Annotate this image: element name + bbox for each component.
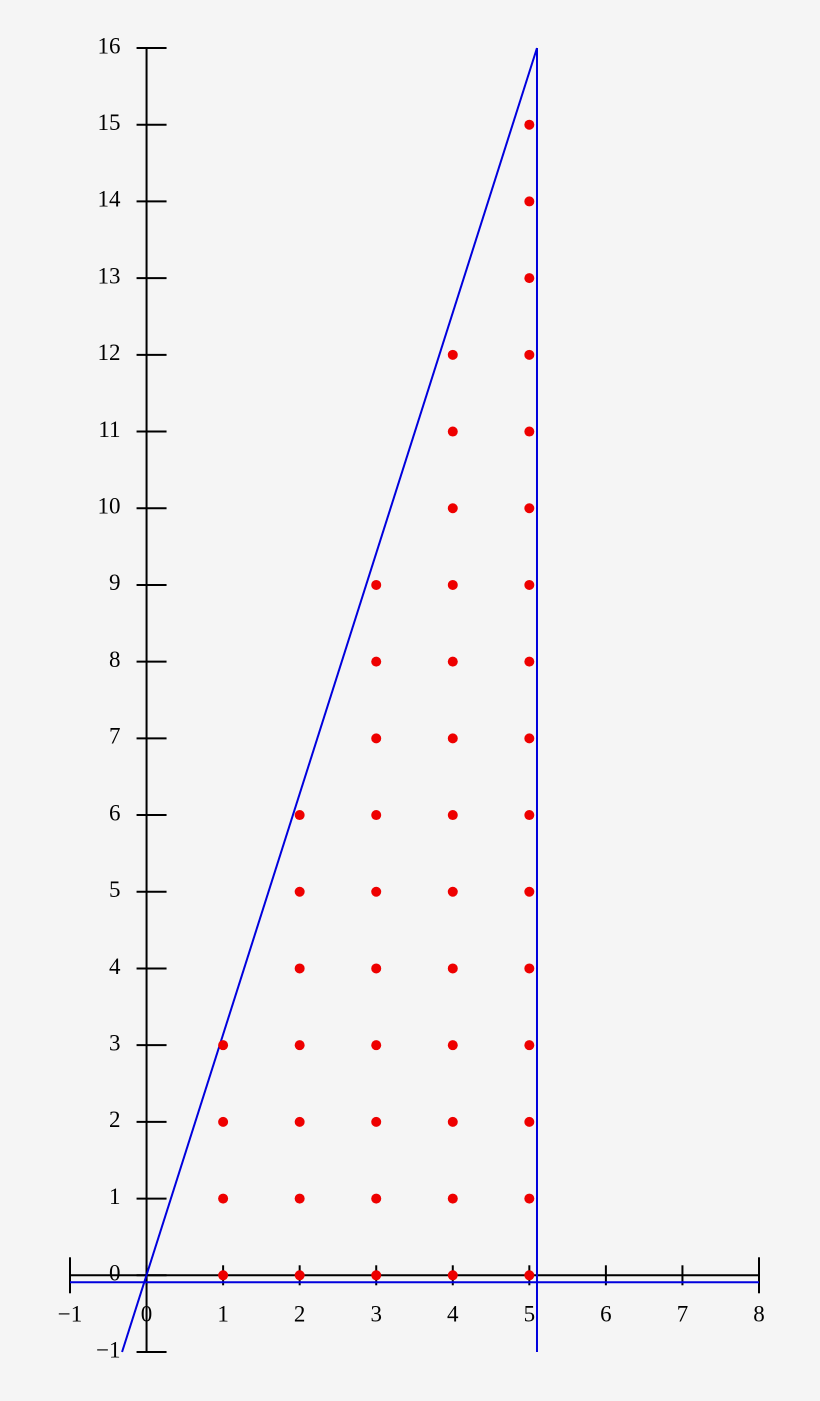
lattice-point — [294, 1193, 305, 1204]
y-tick-label: 1 — [109, 1184, 121, 1209]
lattice-point — [447, 349, 458, 360]
lattice-point — [524, 1040, 535, 1051]
lattice-point — [371, 733, 382, 744]
lattice-point — [524, 119, 535, 130]
y-tick-label: 13 — [98, 263, 121, 288]
x-tick-label: 6 — [600, 1302, 612, 1327]
lattice-point — [218, 1116, 229, 1127]
lattice-point — [524, 579, 535, 590]
y-tick-label: 6 — [109, 800, 121, 825]
lattice-point — [294, 1270, 305, 1281]
x-tick-label: 5 — [524, 1302, 536, 1327]
lattice-point — [447, 426, 458, 437]
lattice-point — [371, 886, 382, 897]
lattice-point — [294, 886, 305, 897]
lattice-point — [294, 1116, 305, 1127]
lattice-point — [524, 810, 535, 821]
x-tick-label: 2 — [294, 1302, 306, 1327]
lattice-point — [447, 1193, 458, 1204]
lattice-point — [371, 1270, 382, 1281]
lattice-point — [294, 963, 305, 974]
y-tick-label: 15 — [98, 110, 121, 135]
lattice-point — [294, 1040, 305, 1051]
lattice-point — [447, 1116, 458, 1127]
y-tick-label: 12 — [98, 340, 121, 365]
x-tick-label: 0 — [141, 1302, 153, 1327]
y-tick-label: 16 — [98, 33, 121, 58]
lattice-point — [524, 426, 535, 437]
lattice-point — [447, 503, 458, 514]
lattice-point — [371, 963, 382, 974]
lattice-point — [524, 733, 535, 744]
y-tick-label: 2 — [109, 1107, 121, 1132]
x-tick-label: 7 — [677, 1302, 689, 1327]
lattice-point — [447, 1040, 458, 1051]
y-tick-label: 5 — [109, 877, 121, 902]
y-tick-label: 7 — [109, 724, 121, 749]
y-tick-label: 14 — [98, 187, 122, 212]
x-tick-label: 3 — [370, 1302, 382, 1327]
y-tick-label: 0 — [109, 1261, 121, 1286]
lattice-point — [524, 273, 535, 284]
x-tick-label: 8 — [753, 1302, 765, 1327]
lattice-point — [524, 1116, 535, 1127]
lattice-point — [524, 886, 535, 897]
lattice-point — [371, 1040, 382, 1051]
lattice-point — [447, 733, 458, 744]
lattice-point — [524, 656, 535, 667]
lattice-point — [447, 579, 458, 590]
lattice-point — [524, 1270, 535, 1281]
x-tick-label: −1 — [58, 1302, 82, 1327]
lattice-point — [447, 810, 458, 821]
boundary-line — [121, 47, 538, 1353]
y-tick-label: 9 — [109, 570, 121, 595]
lattice-point — [447, 656, 458, 667]
lattice-point — [218, 1193, 229, 1204]
lattice-point — [524, 503, 535, 514]
lattice-point — [371, 579, 382, 590]
lattice-point — [447, 963, 458, 974]
lattice-point — [371, 810, 382, 821]
lattice-point — [371, 1193, 382, 1204]
lattice-point — [371, 1116, 382, 1127]
lattice-point — [524, 196, 535, 207]
lattice-point — [218, 1040, 229, 1051]
lattice-point — [447, 886, 458, 897]
y-tick-label: 3 — [109, 1030, 121, 1055]
y-tick-label: 11 — [98, 417, 120, 442]
lattice-point — [447, 1270, 458, 1281]
lattice-point — [524, 1193, 535, 1204]
lattice-point — [524, 963, 535, 974]
lattice-point — [371, 656, 382, 667]
lattice-point — [294, 810, 305, 821]
y-tick-label: 10 — [98, 494, 121, 519]
y-tick-label: 8 — [109, 647, 121, 672]
x-tick-label: 1 — [217, 1302, 229, 1327]
y-tick-label: −1 — [96, 1337, 120, 1362]
lattice-point — [218, 1270, 229, 1281]
lattice-point — [524, 349, 535, 360]
y-tick-label: 4 — [109, 954, 121, 979]
x-tick-label: 4 — [447, 1302, 459, 1327]
